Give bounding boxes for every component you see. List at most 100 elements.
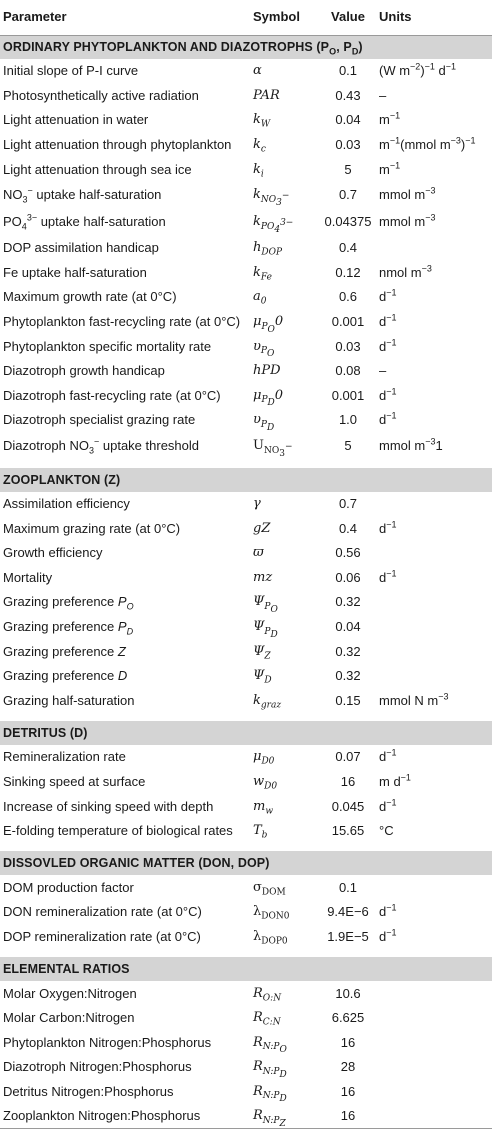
units-cell: nmol m−3 <box>379 263 432 280</box>
units-cell: m−1(mmol m−3)−1 <box>379 135 476 153</box>
value-cell: 0.32 <box>335 668 361 684</box>
section-spacer <box>0 460 492 468</box>
column-header-symbol: Symbol <box>250 0 320 36</box>
symbol-cell: PAR <box>253 87 280 103</box>
units-cell <box>376 1006 492 1031</box>
value-cell: 0.04 <box>335 112 361 128</box>
value-cell: 5 <box>344 438 352 454</box>
table-row: Phytoplankton specific mortality rate υPO… <box>0 334 492 359</box>
parameter-cell: Photosynthetically active radiation <box>3 87 199 103</box>
symbol-cell: ΨPO <box>253 594 278 615</box>
units-cell: d−1 <box>379 797 397 814</box>
parameter-cell: Phytoplankton specific mortality rate <box>3 338 212 354</box>
table-row: Light attenuation through phytoplankton k… <box>0 133 492 158</box>
parameter-cell: Zooplankton Nitrogen:Phosphorus <box>0 1104 250 1129</box>
value-cell: 0.7 <box>338 187 358 203</box>
parameter-cell: Grazing preference D <box>3 668 128 684</box>
parameter-cell: Sinking speed at surface <box>3 773 146 789</box>
units-cell <box>376 1080 492 1105</box>
symbol-cell: σDOM <box>253 879 286 898</box>
parameter-cell: Grazing half-saturation <box>3 692 135 708</box>
units-cell: m−1 <box>379 111 401 128</box>
value-cell: 16 <box>340 773 356 789</box>
symbol-cell: hPD <box>253 363 281 379</box>
units-cell: mmol m−3 <box>379 213 436 230</box>
table-body: ORDINARY PHYTOPLANKTON AND DIAZOTROPHS (… <box>0 35 492 1129</box>
symbol-cell: kNO3− <box>253 187 290 208</box>
parameter-cell: Diazotroph fast-recycling rate (at 0°C) <box>3 387 221 403</box>
value-cell: 0.03 <box>335 338 361 354</box>
value-cell: 5 <box>344 161 352 177</box>
units-cell: mmol m−3 <box>379 186 436 203</box>
value-cell: 0.4 <box>338 240 358 256</box>
value-cell: 0.4 <box>338 520 358 536</box>
parameter-cell: Remineralization rate <box>3 749 126 765</box>
parameter-cell: Light attenuation through sea ice <box>3 161 192 177</box>
symbol-cell: λDOP0 <box>253 928 288 947</box>
symbol-cell: RN:PD <box>253 1059 287 1080</box>
symbol-cell: RO:N <box>253 985 282 1004</box>
units-cell: d−1 <box>379 411 397 428</box>
units-cell: d−1 <box>379 386 397 403</box>
parameter-cell: Detritus Nitrogen:Phosphorus <box>3 1083 174 1099</box>
parameter-cell: DOP remineralization rate (at 0°C) <box>3 928 201 944</box>
parameter-cell: E-folding temperature of biological rate… <box>3 823 233 839</box>
table-row: DOM production factor σDOM 0.1 <box>0 875 492 900</box>
units-cell <box>376 639 492 664</box>
symbol-cell: RN:PO <box>253 1034 287 1055</box>
table-row: Grazing preference D ΨD 0.32 <box>0 664 492 689</box>
value-cell: 0.32 <box>335 594 361 610</box>
symbol-cell: wD0 <box>253 773 278 792</box>
value-cell: 0.045 <box>331 798 365 814</box>
symbol-cell: μD0 <box>253 749 275 767</box>
value-cell: 0.15 <box>335 692 361 708</box>
table-row: Diazotroph growth handicap hPD 0.08 – <box>0 359 492 384</box>
symbol-cell: ΨZ <box>253 643 271 662</box>
table-row: Grazing preference Z ΨZ 0.32 <box>0 639 492 664</box>
parameter-cell: Maximum grazing rate (at 0°C) <box>3 520 181 536</box>
section-header: ORDINARY PHYTOPLANKTON AND DIAZOTROPHS (… <box>0 35 492 59</box>
units-cell <box>376 664 492 689</box>
units-cell <box>376 981 492 1006</box>
parameter-cell: Diazotroph specialist grazing rate <box>3 412 196 428</box>
section-header: ELEMENTAL RATIOS <box>0 957 492 982</box>
parameter-cell: Grazing preference Z <box>3 643 126 659</box>
symbol-cell: α <box>253 63 262 79</box>
section-header: DISSOVLED ORGANIC MATTER (DON, DOP) <box>0 851 492 876</box>
value-cell: 16 <box>320 1104 376 1129</box>
parameter-cell: NO3− uptake half-saturation <box>3 186 162 206</box>
units-cell: – <box>379 363 387 379</box>
table-row: Photosynthetically active radiation PAR 0.… <box>0 84 492 109</box>
units-cell: d−1 <box>379 903 397 920</box>
value-cell: 0.06 <box>335 569 361 585</box>
table-row: Molar Oxygen:Nitrogen RO:N 10.6 <box>0 981 492 1006</box>
parameter-cell: DOP assimilation handicap <box>3 240 159 256</box>
symbol-cell: kFe <box>253 264 272 283</box>
value-cell: 0.04 <box>335 618 361 634</box>
value-cell: 15.65 <box>331 823 365 839</box>
table-row: Zooplankton Nitrogen:Phosphorus RN:PZ 16 <box>0 1104 492 1129</box>
section-title: DETRITUS (D) <box>0 721 492 746</box>
symbol-cell: RC:N <box>253 1010 281 1028</box>
value-cell: 10.6 <box>335 985 361 1001</box>
units-cell <box>376 1030 492 1055</box>
units-cell: d−1 <box>379 337 397 354</box>
symbol-cell: hDOP <box>253 240 283 258</box>
value-cell: 0.56 <box>335 545 361 561</box>
symbol-cell: a0 <box>253 289 267 308</box>
parameter-cell: DOM production factor <box>3 879 134 895</box>
value-cell: 1.9E−5 <box>327 928 369 944</box>
table-row: Assimilation efficiency γ 0.7 <box>0 492 492 517</box>
table-row: PO43− uptake half-saturation kPO43− 0.0437… <box>0 209 492 236</box>
units-cell <box>376 875 492 900</box>
symbol-cell: λDON0 <box>253 904 290 922</box>
table-row: Mortality mz 0.06 d−1 <box>0 566 492 591</box>
parameter-cell: Mortality <box>3 569 53 585</box>
parameter-cell: Grazing preference PO <box>3 594 134 612</box>
parameter-cell: Molar Oxygen:Nitrogen <box>3 985 137 1001</box>
table-row: Grazing preference PO ΨPO 0.32 <box>0 590 492 615</box>
units-cell: d−1 <box>379 568 397 585</box>
section-spacer <box>0 949 492 957</box>
parameter-cell: Phytoplankton Nitrogen:Phosphorus <box>3 1034 212 1050</box>
